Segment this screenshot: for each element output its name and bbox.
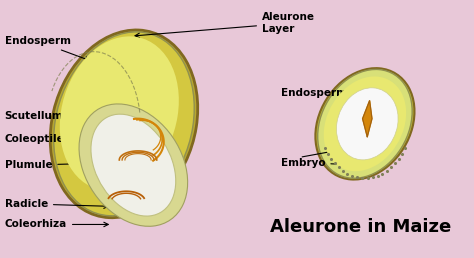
Ellipse shape — [50, 30, 198, 218]
Ellipse shape — [324, 76, 406, 171]
Point — [327, 157, 335, 161]
Ellipse shape — [54, 32, 194, 216]
Point — [324, 152, 332, 156]
Ellipse shape — [79, 104, 188, 226]
Point — [388, 165, 395, 170]
Ellipse shape — [91, 114, 176, 216]
Point — [398, 152, 406, 156]
Text: Endosperm: Endosperm — [5, 36, 90, 61]
Point — [401, 146, 408, 150]
Text: Aleurone in Maize: Aleurone in Maize — [270, 218, 451, 236]
Ellipse shape — [60, 36, 179, 191]
Point — [335, 165, 342, 170]
Text: Embryo: Embryo — [281, 158, 356, 167]
Ellipse shape — [337, 88, 398, 160]
Text: Radicle: Radicle — [5, 199, 108, 209]
Point — [321, 146, 329, 150]
Text: Aleurone
Layer: Aleurone Layer — [135, 12, 315, 38]
Text: Coleoptile: Coleoptile — [5, 134, 99, 146]
Text: Endosperm: Endosperm — [281, 86, 375, 98]
Point — [348, 174, 356, 178]
Point — [379, 172, 386, 176]
Point — [354, 175, 361, 179]
Text: Scutellum: Scutellum — [5, 111, 99, 123]
Point — [383, 169, 391, 173]
Ellipse shape — [315, 68, 414, 180]
Point — [364, 176, 371, 180]
Point — [339, 169, 346, 173]
Point — [395, 157, 402, 161]
Point — [392, 161, 399, 165]
Polygon shape — [363, 101, 372, 137]
Ellipse shape — [318, 69, 412, 178]
Point — [369, 175, 376, 179]
Text: Coleorhiza: Coleorhiza — [5, 220, 108, 229]
Point — [331, 161, 338, 165]
Text: Plumule: Plumule — [5, 160, 122, 170]
Point — [358, 176, 366, 180]
Point — [374, 174, 382, 178]
Point — [344, 172, 351, 176]
